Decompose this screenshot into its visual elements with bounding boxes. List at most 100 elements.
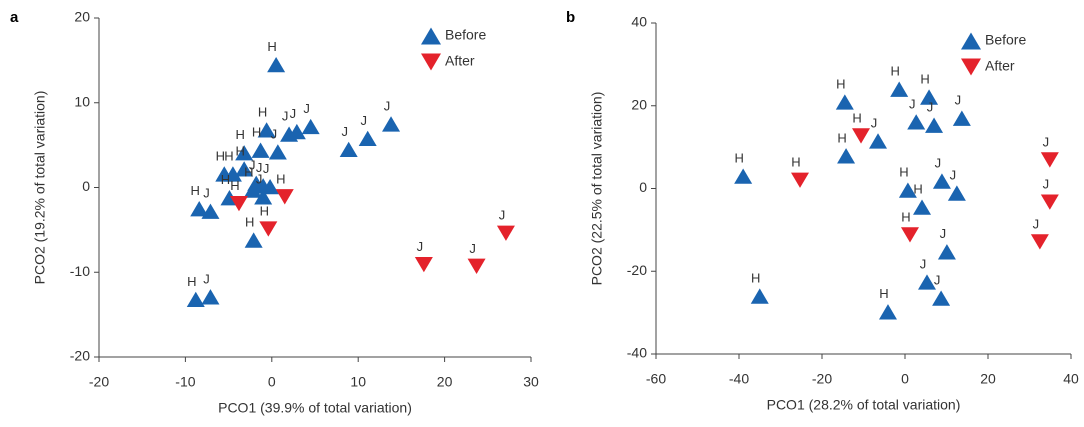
- point-label: J: [927, 100, 934, 115]
- y-tick-label: 0: [639, 179, 647, 195]
- point-label: H: [245, 214, 254, 229]
- point: [358, 130, 377, 146]
- point-label: H: [260, 203, 269, 218]
- point-label: J: [955, 93, 962, 108]
- point: [223, 166, 242, 182]
- point: [750, 288, 769, 304]
- point-label: J: [256, 160, 263, 175]
- x-axis-label: PCO1 (39.9% of total variation): [218, 400, 412, 416]
- point: [1040, 194, 1059, 210]
- point-label: J: [256, 171, 263, 186]
- x-tick-label: -20: [812, 371, 832, 387]
- x-tick-label: -60: [646, 371, 666, 387]
- point: [287, 123, 306, 140]
- point: [243, 182, 262, 198]
- point-label: J: [203, 186, 210, 201]
- x-tick-label: 0: [268, 374, 276, 390]
- y-tick-label: 40: [631, 14, 647, 30]
- point-label: H: [258, 104, 267, 119]
- legend-label: Before: [445, 27, 486, 43]
- point: [900, 227, 919, 243]
- point-label: H: [899, 165, 908, 180]
- point: [925, 117, 944, 133]
- y-tick-label: -10: [70, 263, 90, 279]
- x-tick-label: 0: [901, 371, 909, 387]
- y-tick-label: -40: [627, 345, 647, 361]
- point-label: H: [187, 274, 196, 289]
- point-label: H: [837, 130, 846, 145]
- x-tick-label: 20: [437, 374, 453, 390]
- legend-label: After: [985, 58, 1015, 74]
- point-label: H: [901, 209, 910, 224]
- y-tick-label: 20: [631, 96, 647, 112]
- point: [890, 81, 909, 97]
- x-tick-label: 40: [1063, 371, 1079, 387]
- point-label: J: [263, 161, 270, 176]
- y-tick-label: -20: [70, 348, 90, 364]
- y-tick-label: 0: [82, 178, 90, 194]
- point: [907, 114, 926, 130]
- point: [496, 225, 515, 241]
- point-label: J: [940, 226, 947, 241]
- point-label: H: [920, 71, 929, 86]
- point: [913, 199, 932, 215]
- panel-label: b: [566, 9, 575, 26]
- point-label: H: [191, 183, 200, 198]
- point-label: H: [230, 178, 239, 193]
- point-label: H: [267, 39, 276, 54]
- legend-label: After: [445, 53, 475, 69]
- panel-label: a: [10, 9, 19, 26]
- point-label: H: [879, 286, 888, 301]
- point-label: J: [384, 98, 391, 113]
- point-label: H: [216, 148, 225, 163]
- point-label: H: [252, 125, 261, 140]
- point: [852, 128, 871, 144]
- point: [878, 304, 897, 320]
- point: [301, 118, 320, 135]
- point: [257, 122, 276, 138]
- y-axis-label: PCO2 (19.2% of total variation): [32, 91, 48, 285]
- point: [917, 274, 936, 290]
- point: [937, 244, 956, 260]
- point-label: J: [290, 106, 297, 121]
- point-label: J: [1043, 134, 1050, 149]
- point-label: J: [341, 124, 348, 139]
- point-label: H: [751, 271, 760, 286]
- x-tick-label: 20: [980, 371, 996, 387]
- y-tick-label: 20: [74, 9, 90, 25]
- x-tick-label: 30: [523, 374, 539, 390]
- point: [186, 291, 205, 308]
- x-axis-label: PCO1 (28.2% of total variation): [767, 397, 961, 413]
- point-label: J: [1043, 177, 1050, 192]
- point-label: J: [203, 271, 210, 286]
- point-label: H: [235, 127, 244, 142]
- x-tick-label: -20: [89, 374, 109, 390]
- legend-marker: [421, 53, 441, 71]
- point-label: H: [235, 143, 244, 158]
- point-label: H: [890, 64, 899, 79]
- point: [261, 179, 280, 195]
- point: [932, 173, 951, 189]
- point: [382, 116, 401, 132]
- legend-marker: [421, 27, 441, 45]
- point-label: H: [791, 155, 800, 170]
- y-tick-label: -20: [627, 262, 647, 278]
- point-label: J: [871, 115, 878, 130]
- point-label: J: [934, 273, 941, 288]
- point-label: H: [221, 172, 230, 187]
- point-label: H: [852, 110, 861, 125]
- x-tick-label: -10: [175, 374, 195, 390]
- point: [920, 89, 939, 105]
- point-label: J: [950, 167, 957, 182]
- legend-label: Before: [985, 32, 1026, 48]
- point-label: J: [417, 239, 424, 254]
- point: [952, 110, 971, 126]
- point-label: H: [244, 164, 253, 179]
- point: [835, 94, 854, 110]
- point: [229, 195, 248, 212]
- point-label: H: [276, 171, 285, 186]
- legend-marker: [961, 32, 981, 50]
- point: [791, 172, 810, 188]
- point: [869, 133, 888, 149]
